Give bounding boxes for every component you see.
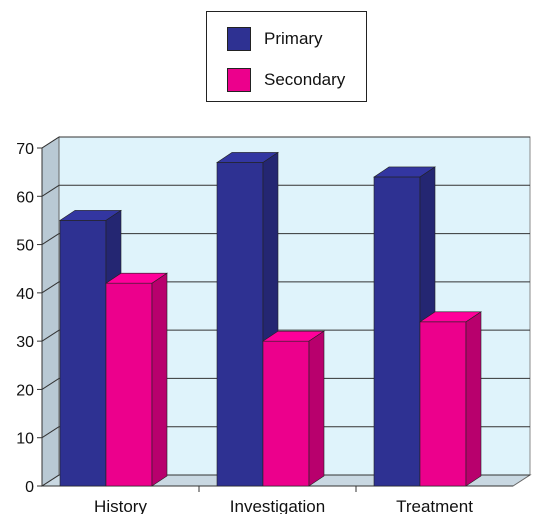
y-tick-label: 60 [16, 189, 34, 206]
chart-legend: Primary Secondary [206, 11, 367, 102]
gridline-diag [41, 184, 60, 197]
plot-side-wall [41, 136, 60, 487]
gridline-diag [41, 329, 60, 342]
x-tick-label-history: History [94, 497, 147, 514]
bar-side-secondary-history [151, 272, 168, 487]
gridline-diag [41, 136, 60, 149]
gridline-diag [41, 233, 60, 245]
bar-side-secondary-treatment [465, 311, 482, 487]
bar-primary-investigation [216, 162, 264, 487]
bar-primary-history [59, 220, 107, 487]
legend-swatch-secondary [227, 68, 251, 92]
legend-label-primary: Primary [264, 29, 323, 48]
y-tick-label: 10 [16, 431, 34, 448]
y-tick-label: 50 [16, 238, 34, 255]
legend-item-primary: Primary [227, 26, 323, 52]
gridline-diag [41, 378, 60, 390]
y-tick-label: 40 [16, 286, 34, 303]
gridline-diag [41, 474, 60, 487]
legend-swatch-primary [227, 27, 251, 51]
y-tick-label: 20 [16, 382, 34, 399]
y-tick-label: 70 [16, 141, 34, 158]
bar-secondary-treatment [419, 321, 467, 487]
x-tick-label-investigation: Investigation [230, 497, 325, 514]
bar-secondary-investigation [262, 340, 310, 487]
legend-label-secondary: Secondary [264, 70, 346, 89]
gridline-diag [41, 281, 60, 294]
x-tick-label-treatment: Treatment [396, 497, 473, 514]
bar-side-secondary-investigation [308, 330, 325, 487]
legend-item-secondary: Secondary [227, 67, 345, 93]
y-tick-label: 30 [16, 334, 34, 351]
gridline-diag [41, 426, 60, 439]
y-tick-label: 0 [25, 479, 34, 496]
bar-primary-treatment [373, 176, 421, 487]
bar-secondary-history [105, 282, 153, 487]
